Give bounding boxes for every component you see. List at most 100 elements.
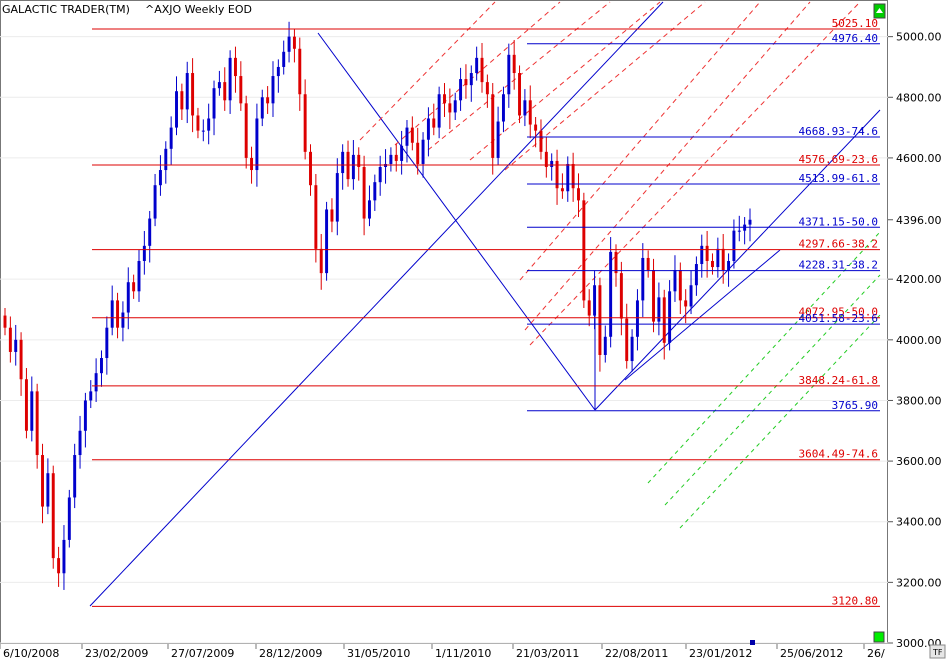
fan-line-red <box>519 1 761 281</box>
x-tick-label: 26/ <box>867 647 885 660</box>
candle-body <box>105 327 109 359</box>
candle-body <box>475 57 479 74</box>
candles <box>3 21 752 590</box>
x-tick-label: 25/06/2012 <box>780 647 843 660</box>
y-tick-label: 5000.00 <box>896 31 942 44</box>
candle-body <box>223 82 227 101</box>
y-tick-label: 3600.00 <box>896 455 942 468</box>
candle-body <box>619 273 623 319</box>
y-tick-label: 3200.00 <box>896 576 942 589</box>
candle-body <box>132 282 136 292</box>
app-name: GALACTIC TRADER(TM) <box>2 3 130 16</box>
candle-body <box>727 260 731 271</box>
candle-body <box>346 151 350 180</box>
candle-body <box>62 539 66 574</box>
candle-body <box>51 473 55 559</box>
candle-body <box>662 297 666 343</box>
candle-body <box>641 257 645 301</box>
candle-body <box>78 430 82 456</box>
candle-body <box>528 100 532 125</box>
candle-body <box>630 336 634 362</box>
candle-body <box>46 473 50 507</box>
candle-body <box>19 339 23 380</box>
x-tick-label: 23/01/2012 <box>689 647 752 660</box>
candle-body <box>244 103 248 158</box>
level-label: 3848.24-61.8 <box>799 374 878 387</box>
y-tick-label: 3800.00 <box>896 394 942 407</box>
candle-body <box>175 91 178 128</box>
candle-body <box>276 66 280 77</box>
x-tick-label: 22/08/2011 <box>605 647 668 660</box>
fan-line-red <box>529 1 861 346</box>
candle-body <box>448 103 452 113</box>
x-tick-label: 31/05/2010 <box>347 647 410 660</box>
y-tick-label: 4200.00 <box>896 273 942 286</box>
candle-body <box>357 154 361 168</box>
candle-body <box>485 82 489 95</box>
x-tick-label: 1/11/2010 <box>435 647 491 660</box>
candle-body <box>496 121 500 158</box>
candle-body <box>158 170 162 186</box>
candle-body <box>437 94 441 128</box>
tf-button[interactable] <box>929 644 946 659</box>
level-label: 4668.93-74.6 <box>799 125 878 138</box>
level-label: 4513.99-61.8 <box>799 172 878 185</box>
candle-body <box>351 154 355 180</box>
candle-body <box>593 285 597 316</box>
candle-body <box>282 51 286 67</box>
candle-body <box>341 151 345 174</box>
candle-body <box>8 327 12 352</box>
candle-body <box>142 245 146 261</box>
candle-body <box>30 391 34 431</box>
candle-body <box>73 455 77 498</box>
candle-body <box>153 185 157 219</box>
candle-body <box>459 79 463 101</box>
candle-body <box>614 251 618 274</box>
candle-body <box>121 312 125 328</box>
candle-body <box>41 455 44 507</box>
candle-body <box>555 160 559 189</box>
candle-body <box>507 54 511 95</box>
y-tick-label: 4600.00 <box>896 152 942 165</box>
candle-body <box>180 91 184 110</box>
scroll-down-handle[interactable] <box>873 631 885 643</box>
level-label: 5025.10 <box>832 17 878 30</box>
candle-body <box>469 73 473 86</box>
candle-body <box>646 257 650 271</box>
grid <box>0 36 888 644</box>
level-label: 4576.69-23.6 <box>799 153 878 166</box>
candle-body <box>732 230 736 261</box>
trend-line <box>89 1 664 607</box>
candle-body <box>501 94 505 122</box>
candle-body <box>384 163 388 168</box>
candle-body <box>255 118 259 171</box>
candle-body <box>571 163 575 189</box>
scroll-position-marker[interactable] <box>750 640 755 645</box>
candle-body <box>164 148 168 171</box>
candle-body <box>228 57 232 101</box>
candle-body <box>582 200 586 301</box>
candle-body <box>480 57 484 83</box>
candle-body <box>394 154 398 161</box>
fan-line-red <box>524 1 811 331</box>
candle-body <box>421 139 425 164</box>
candle-body <box>239 76 243 104</box>
level-label: 3120.80 <box>832 594 878 607</box>
candle-body <box>432 118 436 128</box>
x-tick-label: 27/07/2009 <box>171 647 234 660</box>
level-label: 4297.66-38.2 <box>799 238 878 251</box>
candle-body <box>201 130 205 132</box>
candle-body <box>169 127 173 149</box>
candle-body <box>298 48 302 95</box>
candle-body <box>721 248 725 271</box>
candle-body <box>491 94 495 158</box>
fan-line-green <box>647 231 881 484</box>
candle-body <box>577 188 580 201</box>
candle-body <box>587 300 591 316</box>
candle-body <box>148 218 152 246</box>
fan-line-red <box>504 1 706 171</box>
candle-body <box>319 248 323 274</box>
level-label: 3765.90 <box>832 399 878 412</box>
